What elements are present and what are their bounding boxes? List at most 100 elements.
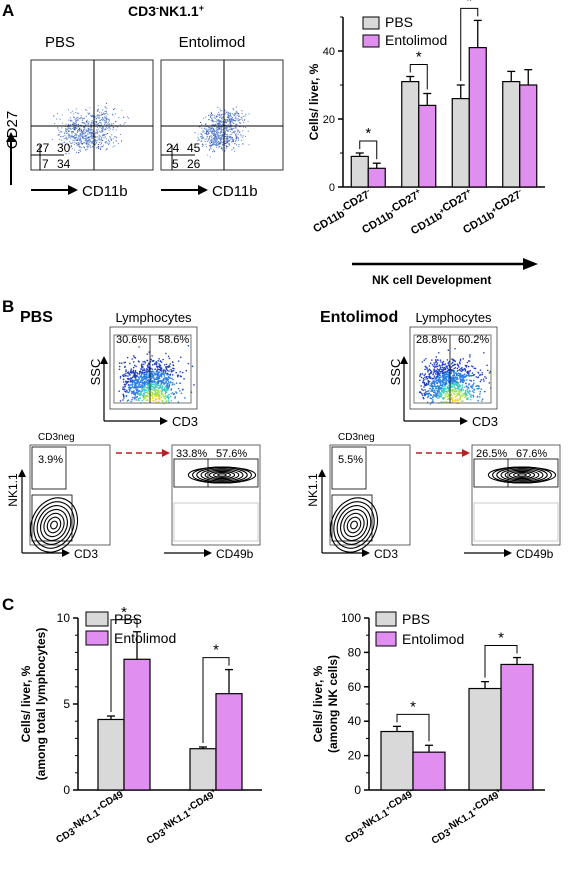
flow-event	[179, 382, 181, 384]
flow-event	[104, 117, 106, 119]
flow-event	[112, 138, 114, 140]
flow-event	[440, 393, 442, 395]
flow-event	[474, 367, 477, 370]
flow-event	[146, 395, 149, 397]
flow-event	[226, 137, 228, 139]
flow-event	[237, 136, 239, 139]
flow-event	[227, 114, 230, 116]
flow-event	[470, 385, 473, 387]
flow-event	[144, 362, 147, 364]
flow-event	[217, 135, 219, 137]
x-axis-label: CD49b	[516, 547, 554, 561]
flow-event	[451, 381, 454, 383]
flow-event	[150, 385, 153, 387]
flow-event	[91, 142, 93, 144]
significance-bracket	[396, 713, 430, 742]
flow-event	[170, 392, 173, 395]
flow-event	[156, 368, 159, 370]
flow-event	[213, 128, 215, 130]
flow-event	[147, 386, 150, 388]
flow-event	[440, 380, 443, 382]
flow-event	[464, 389, 467, 392]
flow-event	[96, 115, 98, 117]
flow-event	[476, 396, 479, 398]
flow-event	[435, 359, 437, 362]
y-axis-label: Cells/ liver, %	[19, 665, 33, 742]
flow-event	[64, 134, 66, 137]
flow-event	[435, 387, 437, 390]
flow-event	[84, 132, 87, 134]
flow-event	[164, 385, 167, 388]
flow-event	[447, 394, 450, 396]
flow-event	[201, 133, 203, 136]
flow-event	[457, 387, 460, 389]
significance-star: *	[213, 642, 219, 659]
flow-event	[248, 113, 250, 115]
flow-event	[224, 112, 226, 114]
arrow-head	[100, 356, 108, 364]
flow-event	[215, 135, 217, 138]
flow-event	[240, 116, 242, 118]
flow-event	[112, 146, 114, 148]
y-axis-label: SSC	[88, 359, 103, 386]
flow-event	[161, 393, 164, 395]
flow-event	[79, 139, 81, 141]
flow-event	[135, 377, 137, 379]
flow-event	[98, 134, 100, 136]
flow-event	[155, 363, 158, 366]
flow-event	[451, 361, 454, 364]
flow-event	[226, 133, 228, 136]
flow-event	[217, 124, 219, 126]
flow-event	[100, 142, 103, 145]
flow-event	[235, 123, 237, 125]
flow-event	[153, 377, 155, 379]
flow-event	[179, 356, 182, 359]
flow-event	[161, 399, 163, 402]
flow-event	[472, 395, 475, 398]
flow-event	[67, 109, 70, 111]
flow-event	[175, 382, 178, 384]
flow-event	[234, 116, 236, 118]
flow-event	[444, 394, 446, 396]
flow-event	[481, 371, 483, 374]
flow-event	[106, 148, 108, 150]
flow-event	[216, 137, 218, 139]
flow-event	[226, 120, 229, 122]
flow-event	[94, 116, 96, 119]
flow-event	[214, 136, 216, 138]
flow-event	[163, 403, 165, 405]
flow-event	[130, 400, 132, 403]
y-tick-label: 0	[63, 783, 70, 797]
flow-event	[217, 132, 219, 134]
flow-event	[237, 139, 240, 141]
flow-event	[66, 129, 69, 131]
flow-event	[227, 138, 229, 140]
flow-event	[140, 371, 143, 374]
flow-event	[215, 128, 217, 130]
flow-event	[165, 377, 168, 379]
arrow-head	[318, 469, 326, 477]
flow-event	[226, 116, 229, 118]
flow-event	[89, 127, 91, 129]
flow-event	[86, 148, 88, 150]
flow-event	[90, 137, 93, 139]
gate	[413, 334, 492, 404]
flow-event	[73, 141, 75, 143]
flow-event	[238, 146, 240, 148]
flow-event	[460, 394, 462, 397]
flow-event	[424, 389, 426, 391]
flow-event	[441, 364, 443, 367]
flow-event	[143, 368, 145, 370]
flow-event	[439, 382, 442, 385]
flow-event	[201, 145, 204, 148]
flow-event	[205, 143, 207, 145]
flow-event	[456, 393, 458, 395]
flow-event	[440, 361, 442, 363]
flow-event	[459, 372, 462, 375]
flow-event	[73, 126, 75, 129]
flow-event	[65, 123, 67, 125]
flow-event	[477, 371, 479, 374]
flow-event	[200, 121, 202, 124]
flow-event	[123, 383, 126, 386]
flow-event	[82, 135, 84, 137]
